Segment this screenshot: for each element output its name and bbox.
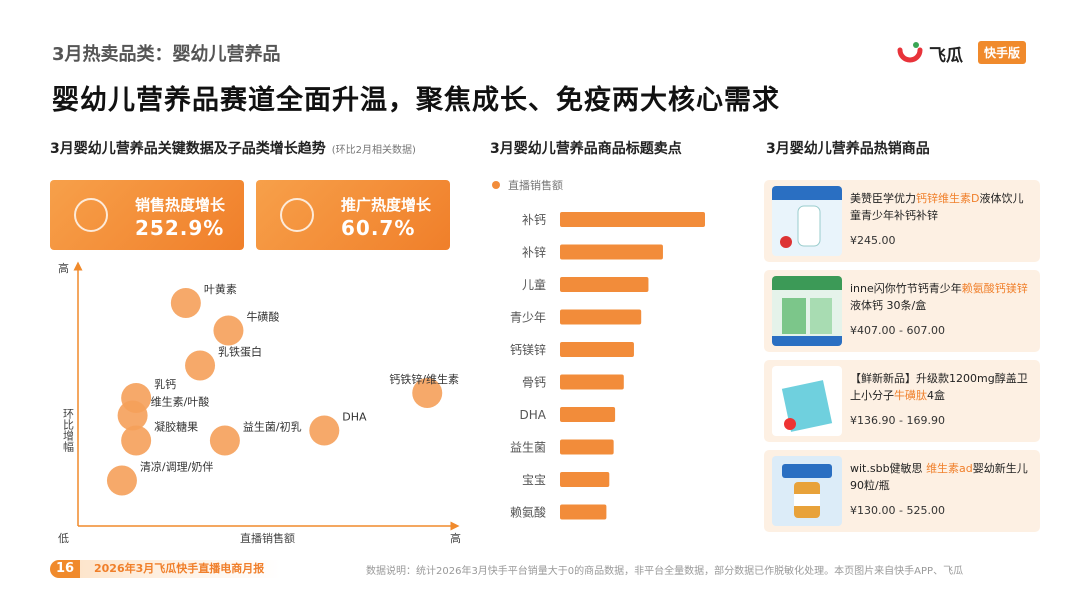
legend-label: 直播销售额 <box>508 178 563 192</box>
sales-heat-icon <box>74 198 108 232</box>
bar-category-label: 骨钙 <box>522 376 546 390</box>
product-thumbnail <box>772 456 842 526</box>
left-section-note: (环比2月相关数据) <box>331 145 416 156</box>
bar <box>560 212 705 227</box>
y-axis-title: 环比增幅 <box>62 408 75 453</box>
product-thumbnail <box>772 186 842 256</box>
product-name: 美赞臣学优力钙锌维生素D液体饮儿童青少年补钙补锌 <box>850 192 1024 222</box>
scatter-point-label: 维生素/叶酸 <box>151 395 210 409</box>
bar-category-label: 宝宝 <box>522 473 546 487</box>
bar <box>560 277 649 292</box>
megaphone-icon <box>280 198 314 232</box>
product-price: ¥245.00 <box>850 234 896 247</box>
bar <box>560 342 634 357</box>
x-high-label: 高 <box>450 531 461 545</box>
product-thumbnail <box>772 366 842 436</box>
product-name: inne闪你竹节钙青少年赖氨酸钙镁锌液体钙 30条/盒 <box>850 282 1028 312</box>
bar-category-label: 青少年 <box>510 311 546 325</box>
bar <box>560 472 610 487</box>
product-card[interactable]: wit.sbb健敏思 维生素ad婴幼新生儿90粒/瓶 ¥130.00 - 525… <box>764 450 1040 532</box>
bar <box>560 244 663 260</box>
scatter-point-label: 凝胶糖果 <box>154 420 198 434</box>
y-high-label: 高 <box>58 261 69 275</box>
legend-swatch <box>492 181 500 189</box>
product-name: wit.sbb健敏思 维生素ad婴幼新生儿90粒/瓶 <box>850 462 1028 492</box>
bar-section-title: 3月婴幼儿营养品商品标题卖点 <box>490 141 682 157</box>
footer-data-note: 数据说明：统计2026年3月快手平台销量大于0的商品数据，非平台全量数据，部分数… <box>366 566 964 577</box>
feigua-logo-icon <box>897 42 923 63</box>
bar-category-label: 补钙 <box>522 213 546 227</box>
scatter-bubble <box>117 400 148 431</box>
scatter-bubble <box>309 415 340 446</box>
bar <box>560 439 614 455</box>
kpi-label: 推广热度增长 <box>341 196 432 214</box>
left-section-title-text: 3月婴幼儿营养品关键数据及子品类增长趋势 <box>50 141 326 157</box>
bar <box>560 504 607 520</box>
scatter-point-label: 牛磺酸 <box>246 310 279 324</box>
product-price: ¥130.00 - 525.00 <box>850 504 945 517</box>
kpi-value: 252.9% <box>135 216 225 240</box>
scatter-point-label: DHA <box>342 411 367 424</box>
scatter-bubble <box>185 350 216 381</box>
scatter-point-label: 乳钙 <box>154 377 176 391</box>
left-section-title: 3月婴幼儿营养品关键数据及子品类增长趋势 (环比2月相关数据) <box>50 138 416 158</box>
footer-report-title: 2026年3月飞瓜快手直播电商月报 <box>80 560 280 578</box>
logo-badge: 快手版 <box>978 41 1027 64</box>
page-number: 16 <box>50 560 80 578</box>
bar-category-label: 补锌 <box>522 246 546 260</box>
scatter-bubble <box>170 288 201 318</box>
kpi-label: 销售热度增长 <box>135 196 226 214</box>
page-subtitle: 3月热卖品类：婴幼儿营养品 <box>52 44 281 65</box>
scatter-point-label: 钙铁锌/维生素 <box>389 372 459 386</box>
feigua-logo: 飞瓜 快手版 <box>896 38 1030 66</box>
logo-brand-text: 飞瓜 <box>929 46 963 66</box>
product-card[interactable]: inne闪你竹节钙青少年赖氨酸钙镁锌液体钙 30条/盒 ¥407.00 - 60… <box>764 270 1040 352</box>
bar-category-label: DHA <box>520 408 547 422</box>
scatter-point-label: 叶黄素 <box>204 282 237 296</box>
bar <box>560 309 642 325</box>
scatter-bubble <box>106 465 137 496</box>
bar <box>560 374 624 390</box>
scatter-point-label: 清凉/调理/奶伴 <box>140 460 213 474</box>
scatter-point-label: 益生菌/初乳 <box>243 420 302 434</box>
bar-category-label: 钙镁锌 <box>510 343 546 357</box>
product-thumbnail <box>772 276 842 346</box>
kpi-value: 60.7% <box>341 216 416 240</box>
product-name: 【鲜新新品】升级款1200mg醇盖卫上小分子牛磺肽4盒 <box>850 372 1028 402</box>
scatter-bubble <box>412 378 443 408</box>
product-price: ¥407.00 - 607.00 <box>850 324 945 337</box>
kpi-card-sales-heat: 销售热度增长 252.9% <box>50 180 244 250</box>
product-price: ¥136.90 - 169.90 <box>850 414 945 427</box>
scatter-bubble <box>209 425 240 456</box>
scatter-bubble <box>213 315 244 346</box>
product-card[interactable]: 美赞臣学优力钙锌维生素D液体饮儿童青少年补钙补锌 ¥245.00 <box>764 180 1040 262</box>
bar <box>560 407 616 422</box>
bar-category-label: 儿童 <box>522 277 546 292</box>
page-headline: 婴幼儿营养品赛道全面升温，聚焦成长、免疫两大核心需求 <box>52 85 780 116</box>
scatter-point-label: 乳铁蛋白 <box>218 345 262 359</box>
scatter-bubble <box>121 425 152 456</box>
product-card[interactable]: 【鲜新新品】升级款1200mg醇盖卫上小分子牛磺肽4盒 ¥136.90 - 16… <box>764 360 1040 442</box>
products-section-title: 3月婴幼儿营养品热销商品 <box>766 141 930 157</box>
bar-category-label: 赖氨酸 <box>510 505 546 520</box>
x-axis-title: 直播销售额 <box>240 531 295 545</box>
x-low-label: 低 <box>58 532 69 545</box>
kpi-card-promo-heat: 推广热度增长 60.7% <box>256 180 450 250</box>
bar-category-label: 益生菌 <box>510 441 546 455</box>
